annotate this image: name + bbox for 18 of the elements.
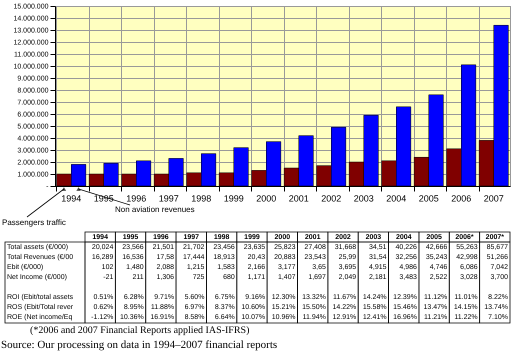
source-note: Source: Our processing on data in 1994–2007 financial reports bbox=[1, 339, 278, 351]
x-tick-label: 1999 bbox=[224, 194, 244, 204]
x-tick-label: 1996 bbox=[126, 194, 146, 204]
x-tick-label: 2006 bbox=[451, 194, 472, 204]
x-tick-label: 2004 bbox=[386, 194, 406, 204]
x-tick-label: 2001 bbox=[288, 194, 309, 204]
text: (*2006 and 2007 Financial Reports applied IAS-IFRS) bbox=[30, 325, 250, 336]
x-tick-label: 1997 bbox=[158, 194, 179, 204]
x-tick-label: 1994 bbox=[61, 194, 82, 204]
x-tick-label: 1998 bbox=[191, 194, 212, 204]
x-tick-label: 2007 bbox=[484, 194, 504, 204]
x-tick-label: 2003 bbox=[354, 194, 374, 204]
x-tick-label: 2005 bbox=[418, 194, 439, 204]
x-tick-label: 1995 bbox=[94, 194, 114, 204]
x-tick-label: 2000 bbox=[256, 194, 276, 204]
x-tick-label: 2002 bbox=[321, 194, 342, 204]
text: Non aviation revenues bbox=[115, 205, 195, 214]
text: Passengers traffic bbox=[2, 218, 66, 227]
